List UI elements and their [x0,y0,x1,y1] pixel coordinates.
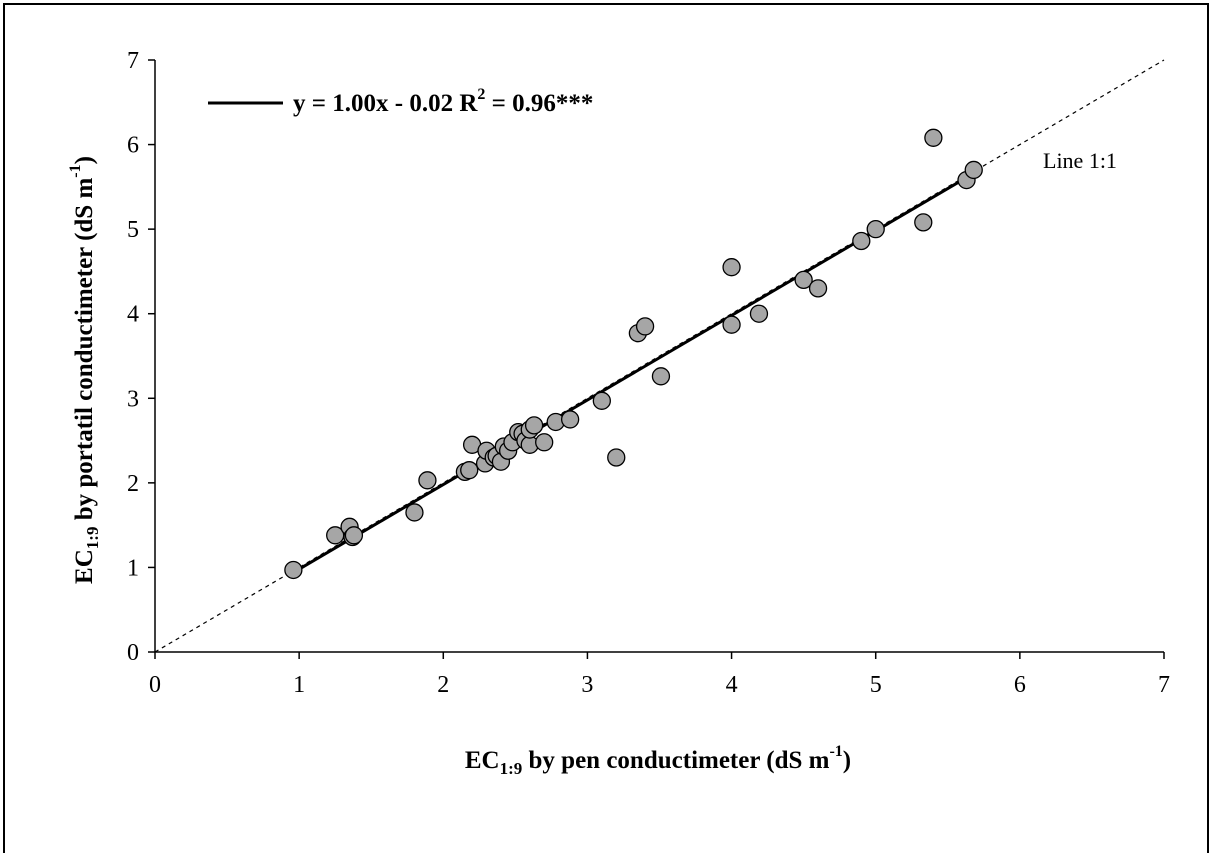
data-point [592,391,611,410]
data-point [866,219,885,239]
y-tick-label: 1 [127,555,139,581]
data-point [418,471,437,490]
y-tick-label: 6 [127,133,139,159]
y-tick-label: 4 [127,302,139,328]
data-point [722,258,741,277]
data-point [924,128,943,147]
data-point [794,270,813,290]
y-tick-label: 0 [127,640,139,666]
y-tick-label: 5 [127,217,139,243]
x-tick-label: 6 [1014,672,1026,698]
data-point [722,315,741,334]
data-point [964,160,983,180]
data-points [284,128,983,580]
data-point [405,503,424,522]
x-tick-label: 2 [437,672,449,698]
y-tick-label: 2 [127,471,139,497]
data-point [284,560,303,580]
x-tick-label: 7 [1158,672,1170,698]
x-tick-label: 0 [149,672,161,698]
y-tick-label: 7 [127,48,139,74]
data-point [460,461,479,480]
data-point [749,304,769,323]
data-point [852,231,871,251]
x-axis-title: EC1:9 by pen conductimeter (dS m-1) [465,743,851,778]
data-point [808,279,828,298]
data-point [344,526,364,545]
x-tick-label: 1 [293,672,305,698]
data-point [635,317,655,336]
legend-label: y = 1.00x - 0.02 R2 = 0.96*** [293,86,593,117]
data-point [535,433,554,452]
x-tick-label: 3 [581,672,593,698]
y-axis-title: EC1:9 by portatil conductimeter (dS m-1) [67,156,102,584]
data-point [560,410,580,429]
data-point [914,213,933,232]
data-point [524,416,544,435]
legend: y = 1.00x - 0.02 R2 = 0.96*** [208,86,593,117]
data-point [651,367,671,386]
figure-frame [3,3,1209,853]
y-tick-label: 3 [127,386,139,412]
reference-line-label: Line 1:1 [1043,148,1117,173]
x-tick-label: 4 [726,672,738,698]
x-tick-label: 5 [870,672,882,698]
data-point [607,448,626,467]
